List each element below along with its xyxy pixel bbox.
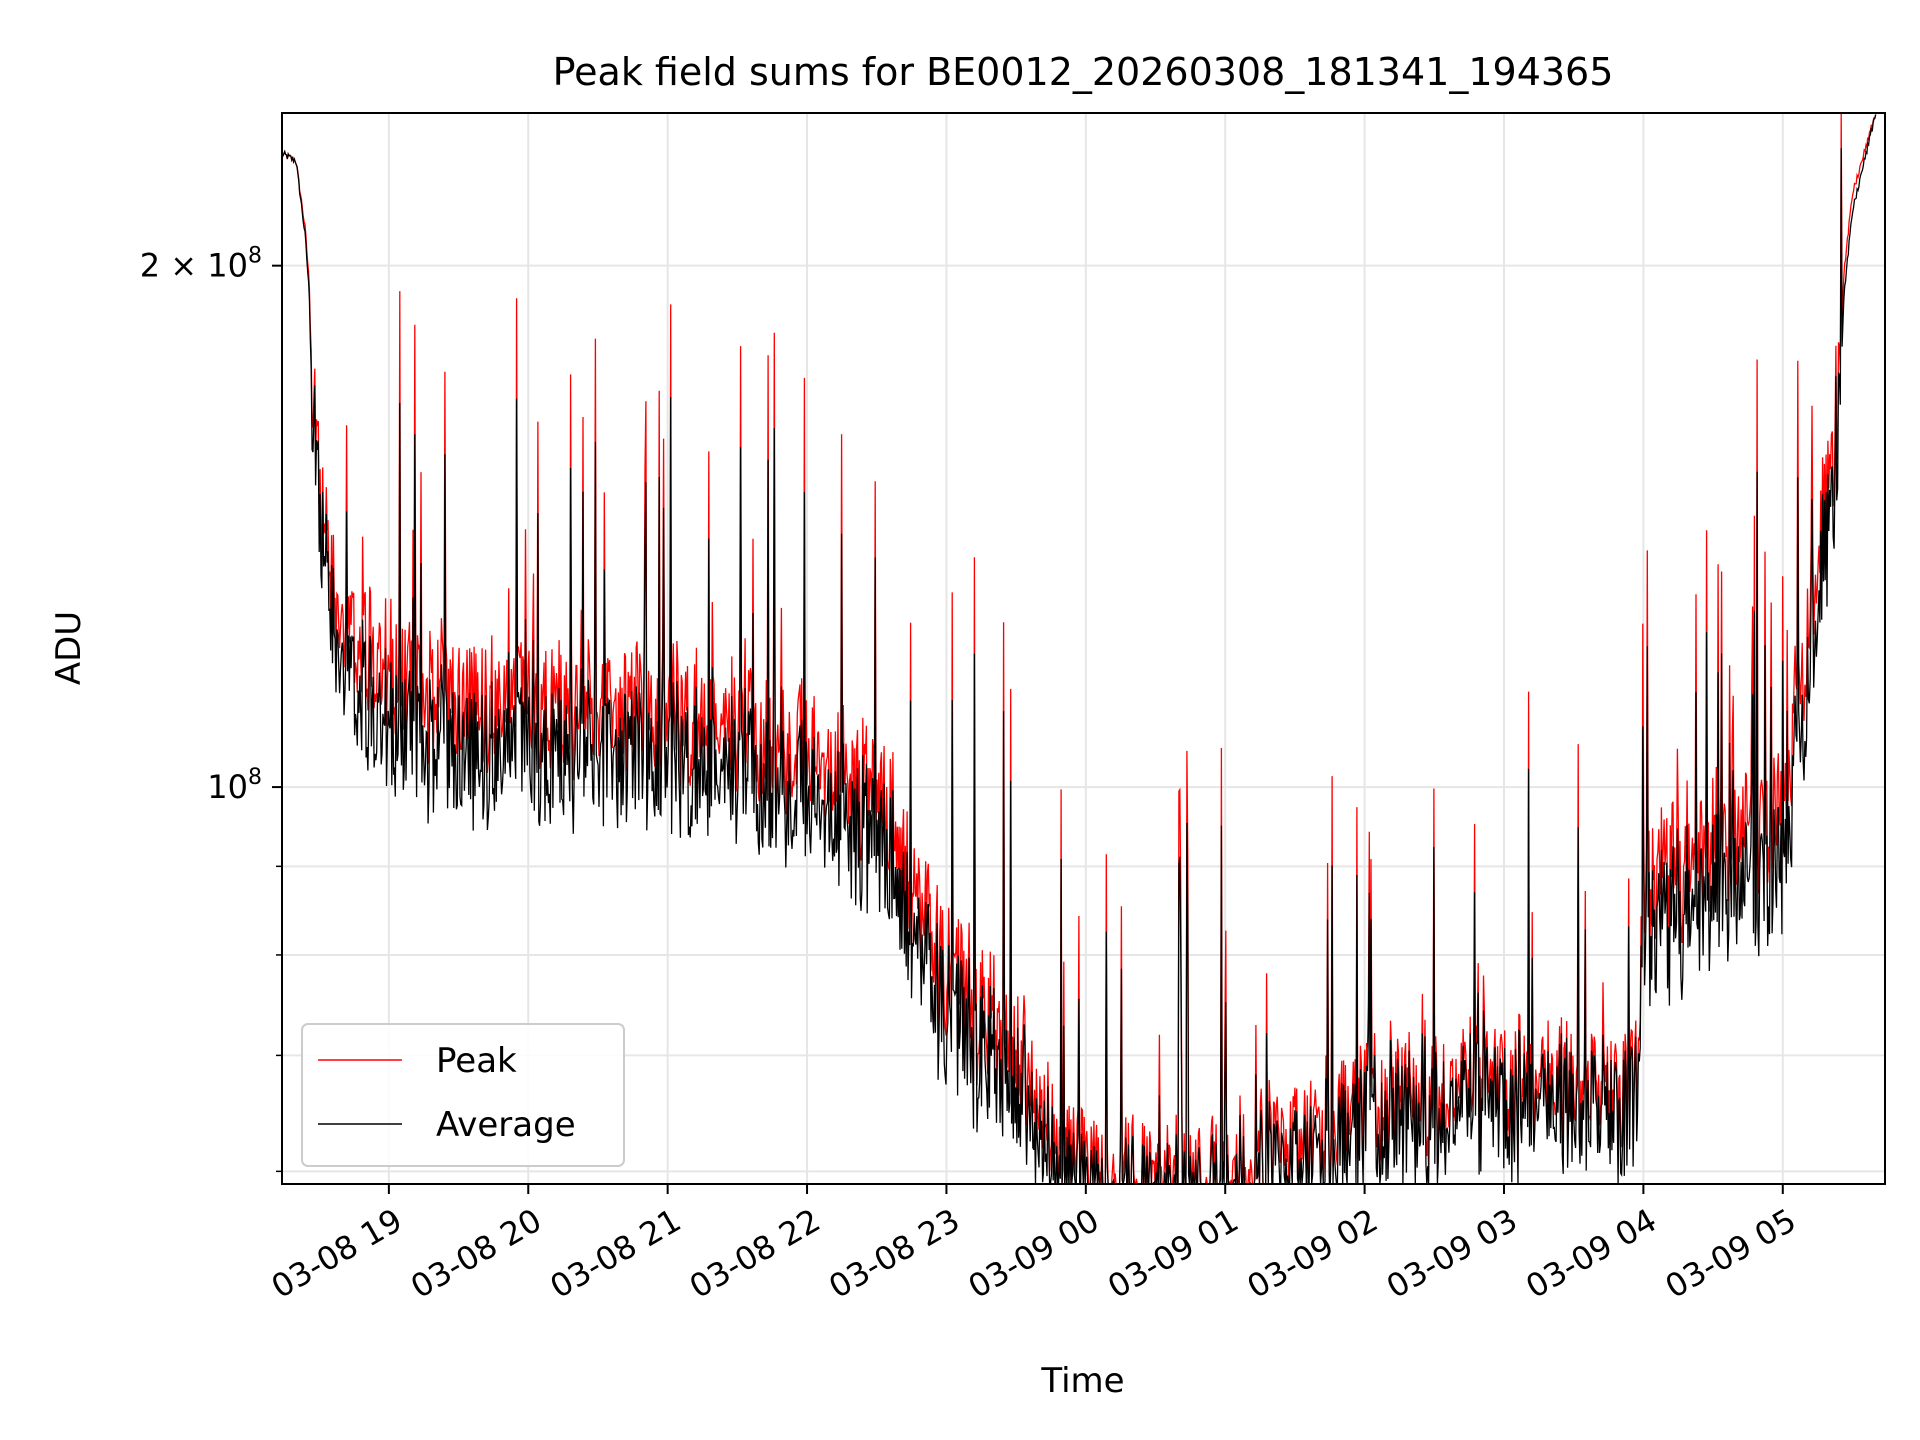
chart-title: Peak field sums for BE0012_20260308_1813… bbox=[553, 50, 1614, 94]
x-axis-label: Time bbox=[1040, 1361, 1124, 1401]
series-line-average bbox=[282, 114, 1877, 1184]
y-axis-label: ADU bbox=[49, 611, 89, 685]
legend-label-average: Average bbox=[436, 1105, 576, 1145]
y-axis: 108 2 × 108 bbox=[140, 244, 282, 1173]
plot-frame bbox=[281, 112, 1886, 1185]
series-layer bbox=[282, 113, 1877, 1184]
y-tick-label: 2 × 108 bbox=[140, 244, 262, 285]
y-tick-label: 108 bbox=[207, 765, 262, 806]
legend-label-peak: Peak bbox=[436, 1041, 517, 1081]
legend: Peak Average bbox=[301, 1023, 625, 1167]
